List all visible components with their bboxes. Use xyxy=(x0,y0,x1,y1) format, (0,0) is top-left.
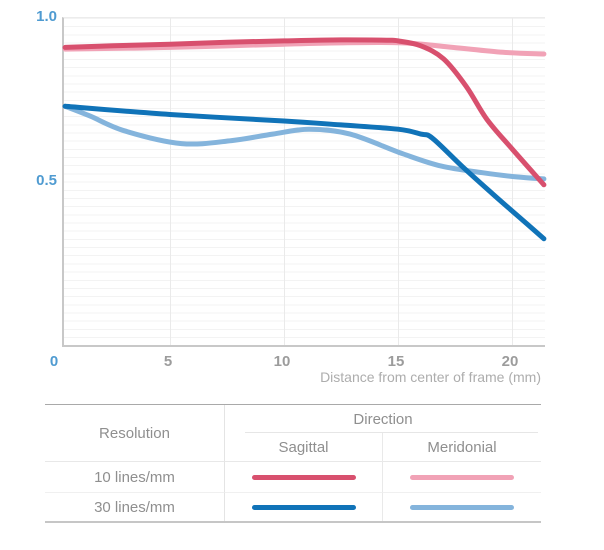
vertical-gridline xyxy=(170,18,171,345)
curve-30-lines-mm-meridonial xyxy=(62,103,547,182)
x-tick-label-15: 15 xyxy=(387,353,405,370)
direction-underline xyxy=(245,432,538,433)
y-tick-label-1.0: 1.0 xyxy=(36,8,57,25)
swatch-30-lines-meridonial xyxy=(410,504,514,510)
swatch-10-lines-meridonial xyxy=(410,474,514,480)
plot-area xyxy=(62,17,547,347)
legend-swatch-cell xyxy=(225,462,383,493)
curve-10-lines-mm-meridonial xyxy=(62,39,547,57)
swatch-30-lines-sagittal xyxy=(251,504,356,510)
swatch-10-lines-sagittal xyxy=(251,474,356,480)
legend-swatch-cell xyxy=(383,493,541,521)
x-tick-label-5: 5 xyxy=(163,353,173,370)
legend-swatch-cell xyxy=(383,462,541,493)
legend-row-label-10-lines: 10 lines/mm xyxy=(45,462,225,493)
legend-header-direction-label: Direction xyxy=(353,410,413,428)
x-tick-label-0: 0 xyxy=(49,353,59,370)
x-axis-title: Distance from center of frame (mm) xyxy=(320,369,541,385)
vertical-gridline xyxy=(398,18,399,345)
legend-swatch-cell xyxy=(225,493,383,521)
y-tick-label-0.5: 0.5 xyxy=(36,171,57,189)
legend-header-resolution: Resolution xyxy=(45,405,225,462)
x-tick-label-10: 10 xyxy=(273,353,291,370)
curve-30-lines-mm-sagittal xyxy=(62,103,547,242)
legend-header-sagittal: Sagittal xyxy=(225,433,383,462)
vertical-gridline xyxy=(284,18,285,345)
legend-header-direction: Direction xyxy=(225,405,541,433)
legend-table: Resolution Direction Sagittal Meridonial… xyxy=(45,404,541,523)
legend-row-label-30-lines: 30 lines/mm xyxy=(45,493,225,521)
mtf-curves xyxy=(62,37,547,242)
curve-10-lines-mm-sagittal xyxy=(62,37,547,188)
vertical-gridline xyxy=(512,18,513,345)
legend-header-meridonial: Meridonial xyxy=(383,433,541,462)
x-tick-label-20: 20 xyxy=(501,353,519,370)
mtf-line-chart: 1.0 0.5 0 5 10 15 20 Distance from center of … xyxy=(36,8,547,385)
